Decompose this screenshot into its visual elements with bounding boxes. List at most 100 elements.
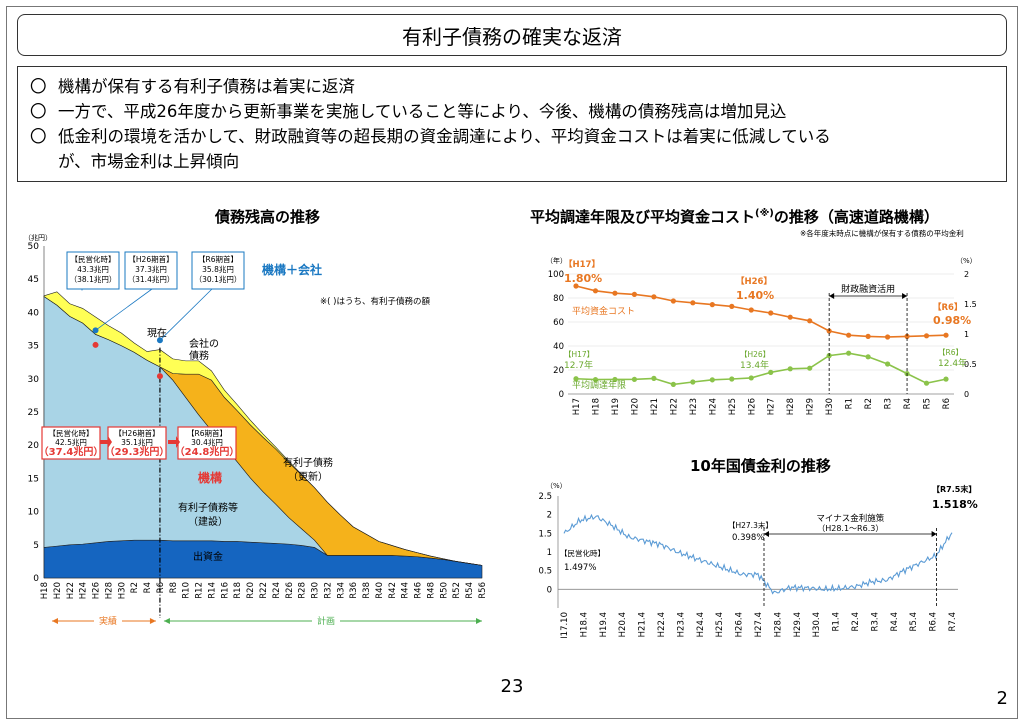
x-tick-label: H25 bbox=[728, 398, 738, 415]
arrowhead bbox=[163, 618, 170, 624]
data-point bbox=[748, 375, 754, 381]
annotation-value: 0.98% bbox=[933, 314, 971, 327]
data-point bbox=[670, 298, 676, 304]
x-tick-label: R5.4 bbox=[909, 612, 919, 631]
bracket-sub-label: （H28.1～R6.3） bbox=[817, 524, 883, 533]
x-tick-label: R26 bbox=[285, 582, 295, 599]
x-tick-label: H26 bbox=[92, 582, 102, 599]
data-point bbox=[709, 302, 715, 308]
x-tick-label: R5 bbox=[923, 398, 933, 409]
x-tick-label: R40 bbox=[375, 582, 385, 599]
series-label-cost: 平均資金コスト bbox=[572, 305, 635, 317]
x-tick-label: R14 bbox=[207, 582, 217, 599]
callout-bottom-value: （24.8兆円） bbox=[175, 445, 240, 458]
x-tick-label: R6.4 bbox=[929, 612, 939, 631]
annotation-value: 12.4年 bbox=[938, 357, 967, 369]
area-series bbox=[43, 291, 483, 566]
x-tick-label: H24 bbox=[708, 398, 718, 415]
bullet-item: 〇低金利の環境を活かして、財政融資等の超長期の資金調達により、平均資金コストは着… bbox=[30, 127, 831, 146]
x-tick-label: R52 bbox=[452, 582, 462, 599]
x-tick-label: R4 bbox=[903, 398, 913, 409]
page-title: 有利子債務の確実な返済 bbox=[17, 14, 1007, 56]
data-point bbox=[923, 380, 930, 386]
callout-bottom-value: （37.4兆円） bbox=[39, 445, 104, 458]
x-tick-label: H20 bbox=[53, 582, 63, 599]
x-tick-label: H17.10 bbox=[560, 612, 570, 638]
data-point bbox=[768, 310, 774, 316]
y-tick-label: 35 bbox=[28, 342, 39, 352]
x-tick-label: H23.4 bbox=[676, 612, 686, 637]
left-tick-label: 0 bbox=[559, 390, 564, 400]
data-point bbox=[592, 377, 599, 383]
data-point bbox=[729, 303, 735, 309]
callout-top-text: 【R6期首】 bbox=[198, 254, 238, 264]
line-series bbox=[575, 285, 947, 338]
now-label: 現在 bbox=[147, 328, 167, 340]
cost-chart-note: ※各年度末時点に機構が保有する債務の平均金利 bbox=[800, 229, 964, 238]
callout-bottom-text: 42.5兆円 bbox=[55, 437, 87, 447]
renewal-debt-label: （更新） bbox=[288, 470, 328, 483]
x-tick-label: H18 bbox=[40, 582, 50, 599]
arrow-icon bbox=[168, 436, 180, 448]
callout-bottom-text: 30.4兆円 bbox=[191, 437, 223, 447]
y-tick-label: 2 bbox=[547, 511, 552, 521]
data-point bbox=[768, 369, 774, 375]
callout-top-text: 【民営化時】 bbox=[71, 254, 116, 264]
data-point bbox=[904, 333, 910, 339]
x-tick-label: R18 bbox=[233, 582, 243, 599]
data-point bbox=[846, 350, 852, 356]
data-point bbox=[943, 332, 949, 338]
arrowhead bbox=[476, 618, 482, 624]
arrow-icon bbox=[100, 436, 112, 448]
data-point bbox=[573, 283, 579, 289]
annotation-value: 13.4年 bbox=[740, 359, 769, 371]
x-tick-label: R50 bbox=[439, 582, 449, 599]
x-tick-label: H17 bbox=[572, 398, 582, 415]
data-point bbox=[690, 379, 696, 385]
x-tick-label: R30 bbox=[311, 582, 321, 599]
y-tick-label: 1.5 bbox=[538, 529, 552, 539]
callout-leader bbox=[159, 288, 213, 341]
x-tick-label: H26 bbox=[747, 398, 757, 415]
line-series bbox=[575, 352, 947, 386]
jgb-chart: （%） 0 0.5 1 1.5 2 2.5 H17.10 H18.4 H19.4 H20.4 H21.… bbox=[538, 482, 977, 638]
x-tick-label: R54 bbox=[465, 582, 475, 599]
x-tick-label: R10 bbox=[182, 582, 192, 599]
x-tick-label: H19 bbox=[611, 398, 621, 415]
data-point bbox=[592, 288, 599, 294]
x-tick-label: H25.4 bbox=[715, 612, 725, 637]
left-tick-label: 40 bbox=[553, 342, 564, 352]
data-point bbox=[612, 290, 618, 296]
right-tick-label: 0 bbox=[964, 390, 969, 399]
left-axis-unit: （年） bbox=[546, 256, 567, 265]
annotation-label: 【H27.3末】 bbox=[728, 520, 773, 530]
x-tick-label: H28 bbox=[786, 398, 796, 415]
callout-top-text: 43.3兆円 bbox=[77, 264, 109, 274]
area-series bbox=[43, 539, 483, 579]
y-tick-label: 20 bbox=[28, 441, 40, 451]
x-tick-label: H29 bbox=[806, 398, 816, 415]
annotation-value: 1.40% bbox=[736, 289, 774, 302]
page-border bbox=[6, 6, 1018, 719]
data-point bbox=[748, 307, 754, 313]
x-tick-label: R44 bbox=[401, 582, 411, 599]
note-label: ※( )はうち、有利子債務の額 bbox=[320, 296, 430, 307]
construction-debt-label: 有利子債務等 bbox=[178, 501, 238, 514]
x-tick-label: R2 bbox=[130, 582, 140, 593]
bullet-item: 〇機構が保有する有利子債務は着実に返済 bbox=[30, 77, 355, 96]
arrowhead bbox=[149, 618, 156, 624]
x-tick-label: R48 bbox=[426, 582, 436, 599]
x-tick-label: R2 bbox=[864, 398, 874, 409]
y-tick-label: 25 bbox=[28, 408, 39, 418]
period-plan-label: 計画 bbox=[317, 615, 335, 627]
data-point bbox=[923, 333, 930, 339]
annotation-label: 【R7.5末】 bbox=[932, 484, 976, 494]
annotation-label: 【H17】 bbox=[564, 259, 600, 270]
arrowhead bbox=[902, 293, 908, 299]
capital-label: 出資金 bbox=[193, 550, 223, 563]
x-tick-label: R2.4 bbox=[851, 612, 861, 631]
data-point bbox=[865, 354, 871, 360]
x-tick-label: H23 bbox=[689, 398, 699, 415]
callout-top-text: （38.1兆円） bbox=[70, 274, 117, 284]
